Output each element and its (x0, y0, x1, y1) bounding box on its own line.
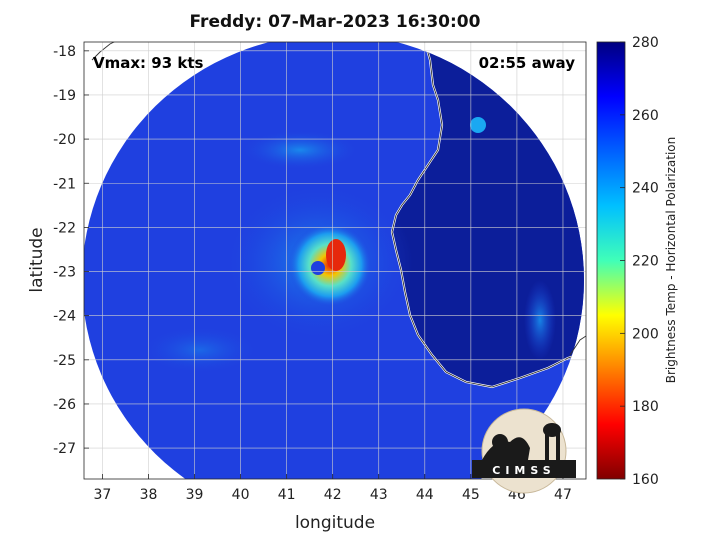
colorbar-tick-label: 240 (632, 181, 659, 197)
x-axis: 37 38 39 40 41 42 43 44 45 46 47 (94, 474, 572, 503)
logo-band (472, 460, 576, 478)
logo-tank (543, 423, 561, 437)
x-tick-label: 47 (554, 487, 572, 503)
y-axis: -18 -19 -20 -21 -22 -23 -24 -25 -26 -27 (53, 44, 89, 457)
storm-eye (311, 261, 325, 275)
x-tick-label: 40 (232, 487, 250, 503)
vmax-label: Vmax: 93 kts (93, 54, 203, 72)
x-tick-label: 38 (140, 487, 158, 503)
x-tick-label: 44 (416, 487, 434, 503)
y-tick-label: -25 (53, 353, 76, 369)
y-tick-label: -21 (53, 176, 76, 192)
colorbar-tick-label: 200 (632, 326, 659, 342)
x-axis-label: longitude (295, 513, 375, 533)
eyewall-core (326, 239, 346, 271)
y-tick-label: -20 (53, 132, 76, 148)
logo-building (482, 437, 530, 460)
colorbar-tick-label: 220 (632, 254, 659, 270)
x-tick-label: 43 (370, 487, 388, 503)
colorbar-tick-label: 260 (632, 108, 659, 124)
y-tick-label: -24 (53, 309, 76, 325)
logo-tower (556, 430, 560, 460)
time-away-label: 02:55 away (479, 54, 576, 72)
colorbar-ticks: 160 180 200 220 240 260 280 (620, 35, 659, 488)
colorbar-tick-label: 280 (632, 35, 659, 51)
x-tick-label: 37 (94, 487, 112, 503)
axes-frame (83, 41, 587, 480)
microwave-swath (84, 42, 586, 479)
x-tick-label: 42 (324, 487, 342, 503)
cimss-logo: CIMSS (472, 408, 576, 494)
y-tick-label: -23 (53, 265, 76, 281)
y-tick-label: -27 (53, 441, 76, 457)
rain-band (240, 130, 360, 170)
logo-dish (492, 434, 508, 450)
rain-band (524, 280, 556, 360)
y-axis-label: latitude (27, 227, 47, 292)
y-tick-label: -19 (53, 88, 76, 104)
rain-band (140, 326, 260, 374)
coastline-outline (391, 42, 584, 388)
x-tick-label: 45 (462, 487, 480, 503)
figure-title: Freddy: 07-Mar-2023 16:30:00 (189, 12, 481, 32)
coastline-fragment (569, 335, 586, 356)
y-tick-label: -18 (53, 44, 76, 60)
x-tick-label: 39 (186, 487, 204, 503)
y-tick-label: -22 (53, 220, 76, 236)
colorbar-tick-label: 160 (632, 472, 659, 488)
colorbar-tick-label: 180 (632, 399, 659, 415)
logo-tower (545, 430, 549, 460)
logo-text: CIMSS (492, 464, 555, 477)
x-tick-label: 41 (278, 487, 296, 503)
coastline-fragment (91, 42, 116, 61)
rain-cell (470, 117, 486, 133)
y-tick-label: -26 (53, 397, 76, 413)
colorbar-label: Brightness Temp - Horizontal Polarizatio… (664, 137, 678, 384)
